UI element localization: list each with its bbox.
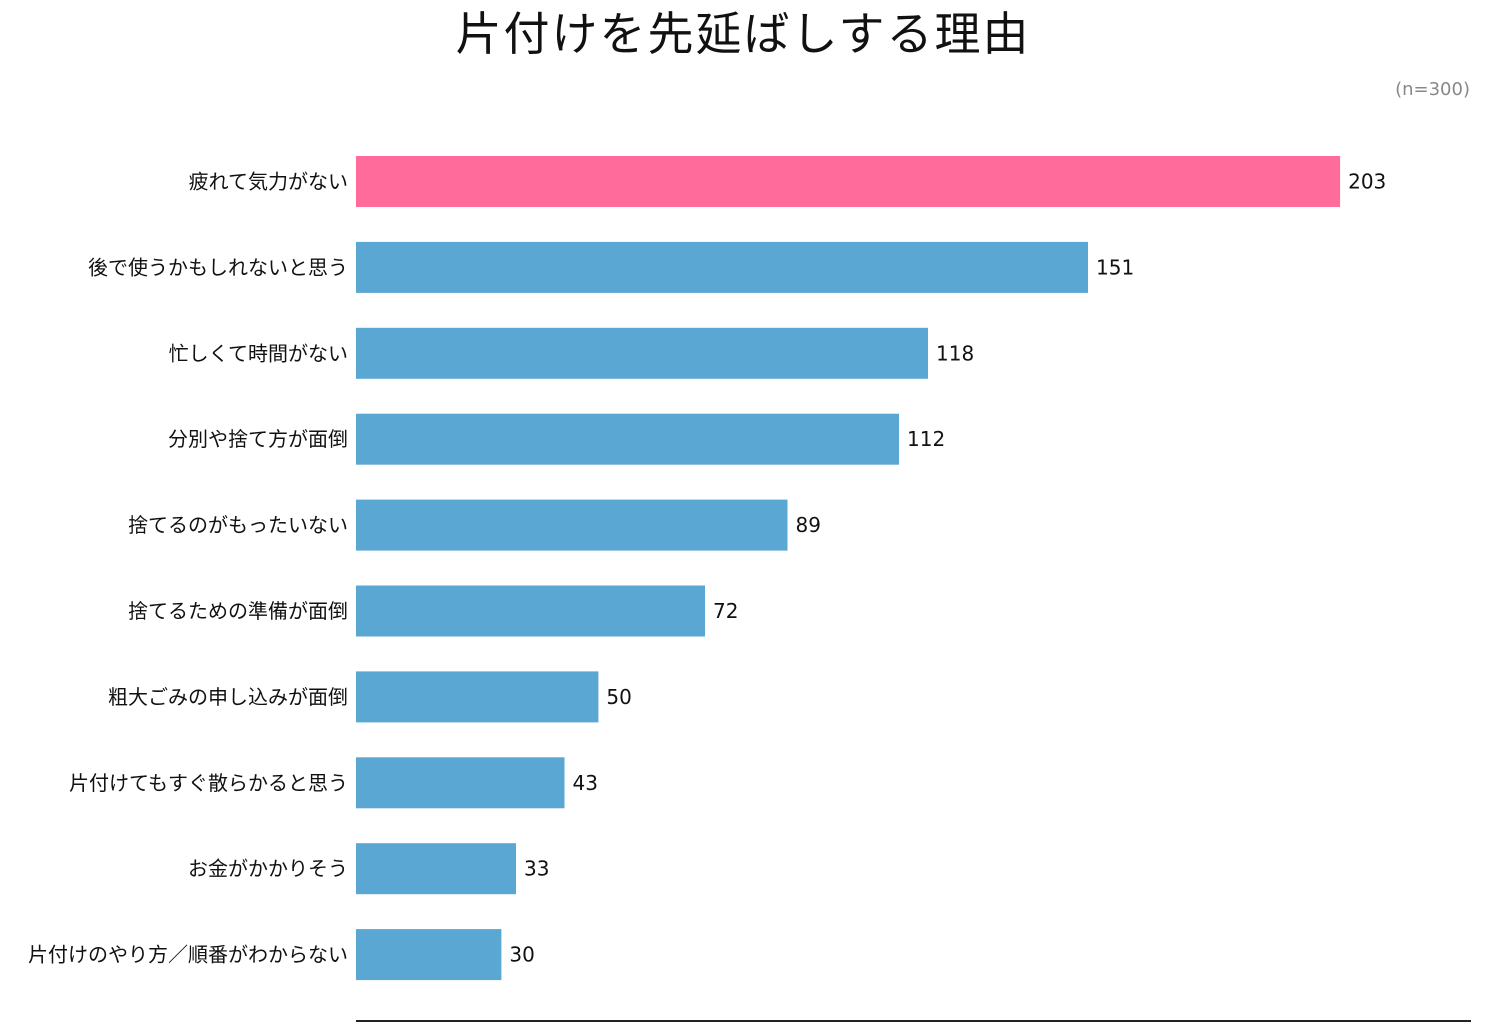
bar-9 <box>356 929 502 981</box>
bar-4 <box>356 499 788 551</box>
category-label-5: 捨てるための準備が面倒 <box>128 599 348 623</box>
bar-6 <box>356 671 599 723</box>
category-label-3: 分別や捨て方が面倒 <box>168 427 348 451</box>
value-label-1: 151 <box>1096 255 1134 279</box>
category-label-4: 捨てるのがもったいない <box>128 513 348 537</box>
value-label-0: 203 <box>1348 170 1386 194</box>
bar-2 <box>356 327 928 379</box>
value-label-7: 43 <box>573 771 598 795</box>
category-labels-group: 疲れて気力がない後で使うかもしれないと思う忙しくて時間がない分別や捨て方が面倒捨… <box>28 170 348 967</box>
category-label-6: 粗大ごみの申し込みが面倒 <box>108 685 348 709</box>
category-label-7: 片付けてもすぐ散らかると思う <box>69 771 348 795</box>
value-label-8: 33 <box>524 857 549 881</box>
value-label-6: 50 <box>606 685 631 709</box>
value-label-3: 112 <box>907 427 945 451</box>
category-label-9: 片付けのやり方／順番がわからない <box>28 943 348 967</box>
bar-8 <box>356 843 516 895</box>
category-label-1: 後で使うかもしれないと思う <box>88 255 348 279</box>
chart-title: 片付けを先延ばしする理由 <box>455 7 1031 61</box>
value-labels-group: 203 151 118 112 89 72 50 43 33 30 <box>509 170 1386 967</box>
bars-group <box>356 156 1341 981</box>
bar-3 <box>356 413 899 465</box>
bar-1 <box>356 241 1088 293</box>
category-label-0: 疲れて気力がない <box>189 170 348 194</box>
sample-size-note: (n=300) <box>1395 79 1470 100</box>
bar-0 <box>356 156 1341 207</box>
value-label-5: 72 <box>713 599 738 623</box>
category-label-8: お金がかかりそう <box>188 857 348 881</box>
bar-7 <box>356 757 565 809</box>
value-label-9: 30 <box>509 943 534 967</box>
value-label-4: 89 <box>796 513 821 537</box>
bar-5 <box>356 585 705 637</box>
category-label-2: 忙しくて時間がない <box>169 341 348 365</box>
value-label-2: 118 <box>936 341 974 365</box>
